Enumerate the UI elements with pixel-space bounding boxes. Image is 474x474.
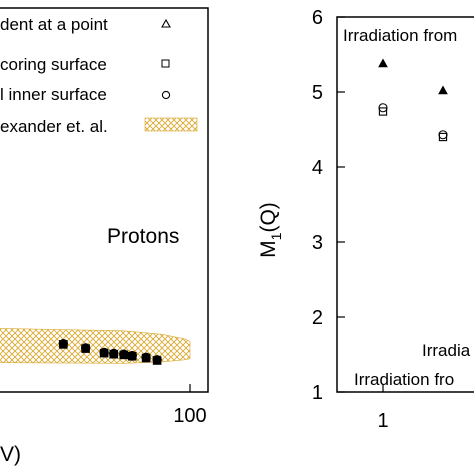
legend-circle-marker bbox=[161, 90, 171, 100]
annotation-irradiation-top: Irradiation from bbox=[343, 26, 457, 45]
y-tick-label-3: 3 bbox=[312, 232, 323, 254]
y-tick-label-1: 1 bbox=[312, 382, 323, 404]
y-axis-label-sub: 1 bbox=[268, 232, 284, 240]
legend-label-band: exander et. al. bbox=[0, 117, 108, 136]
left-point-square bbox=[119, 350, 129, 360]
x-tick-100: 100 bbox=[173, 405, 206, 427]
annotation-protons: Protons bbox=[107, 225, 179, 248]
right-point-square bbox=[378, 107, 388, 116]
y-tick-label-4: 4 bbox=[312, 157, 323, 179]
x-tick-1: 1 bbox=[377, 410, 388, 432]
y-tick-label-5: 5 bbox=[312, 82, 323, 104]
y-tick-label-6: 6 bbox=[312, 7, 323, 29]
legend-label-triangle: dent at a point bbox=[0, 15, 108, 34]
legend-square-marker bbox=[161, 59, 170, 68]
left-plot-frame bbox=[0, 7, 209, 393]
left-point-square bbox=[152, 356, 162, 365]
right-data-points bbox=[378, 58, 448, 142]
x-axis-label: V) bbox=[0, 443, 21, 466]
hatched-band bbox=[0, 328, 191, 364]
right-plot-frame bbox=[336, 16, 474, 393]
y-axis-label-tail: (Q) bbox=[257, 202, 280, 232]
left-point-square bbox=[81, 344, 90, 353]
right-point-triangle bbox=[378, 58, 388, 68]
y-axis-label-main: M bbox=[257, 240, 280, 258]
right-point-circle bbox=[438, 130, 448, 140]
y-axis-label: M1(Q) bbox=[257, 202, 284, 258]
legend-triangle-marker bbox=[161, 18, 171, 28]
left-point-square bbox=[127, 352, 137, 361]
right-point-square bbox=[438, 132, 448, 142]
right-point-triangle bbox=[438, 85, 448, 95]
legend-band-swatch bbox=[144, 117, 198, 132]
left-point-square bbox=[109, 349, 119, 359]
y-tick-label-2: 2 bbox=[312, 307, 323, 329]
left-data-points bbox=[58, 339, 162, 365]
left-plot: dent at a point coring surface l inner s… bbox=[0, 7, 209, 466]
legend-label-square: coring surface bbox=[0, 55, 107, 74]
left-point-square bbox=[99, 348, 109, 358]
annotation-irradiation-bottom: Irradiation fro bbox=[354, 370, 454, 389]
y-axis-ticks: 1 2 3 4 5 6 bbox=[312, 7, 345, 404]
legend: dent at a point coring surface l inner s… bbox=[0, 15, 198, 136]
left-point-square bbox=[59, 340, 68, 349]
legend-label-circle: l inner surface bbox=[0, 85, 107, 104]
left-point-square bbox=[141, 353, 151, 363]
annotation-irradiation-mid: Irradia bbox=[422, 341, 471, 360]
